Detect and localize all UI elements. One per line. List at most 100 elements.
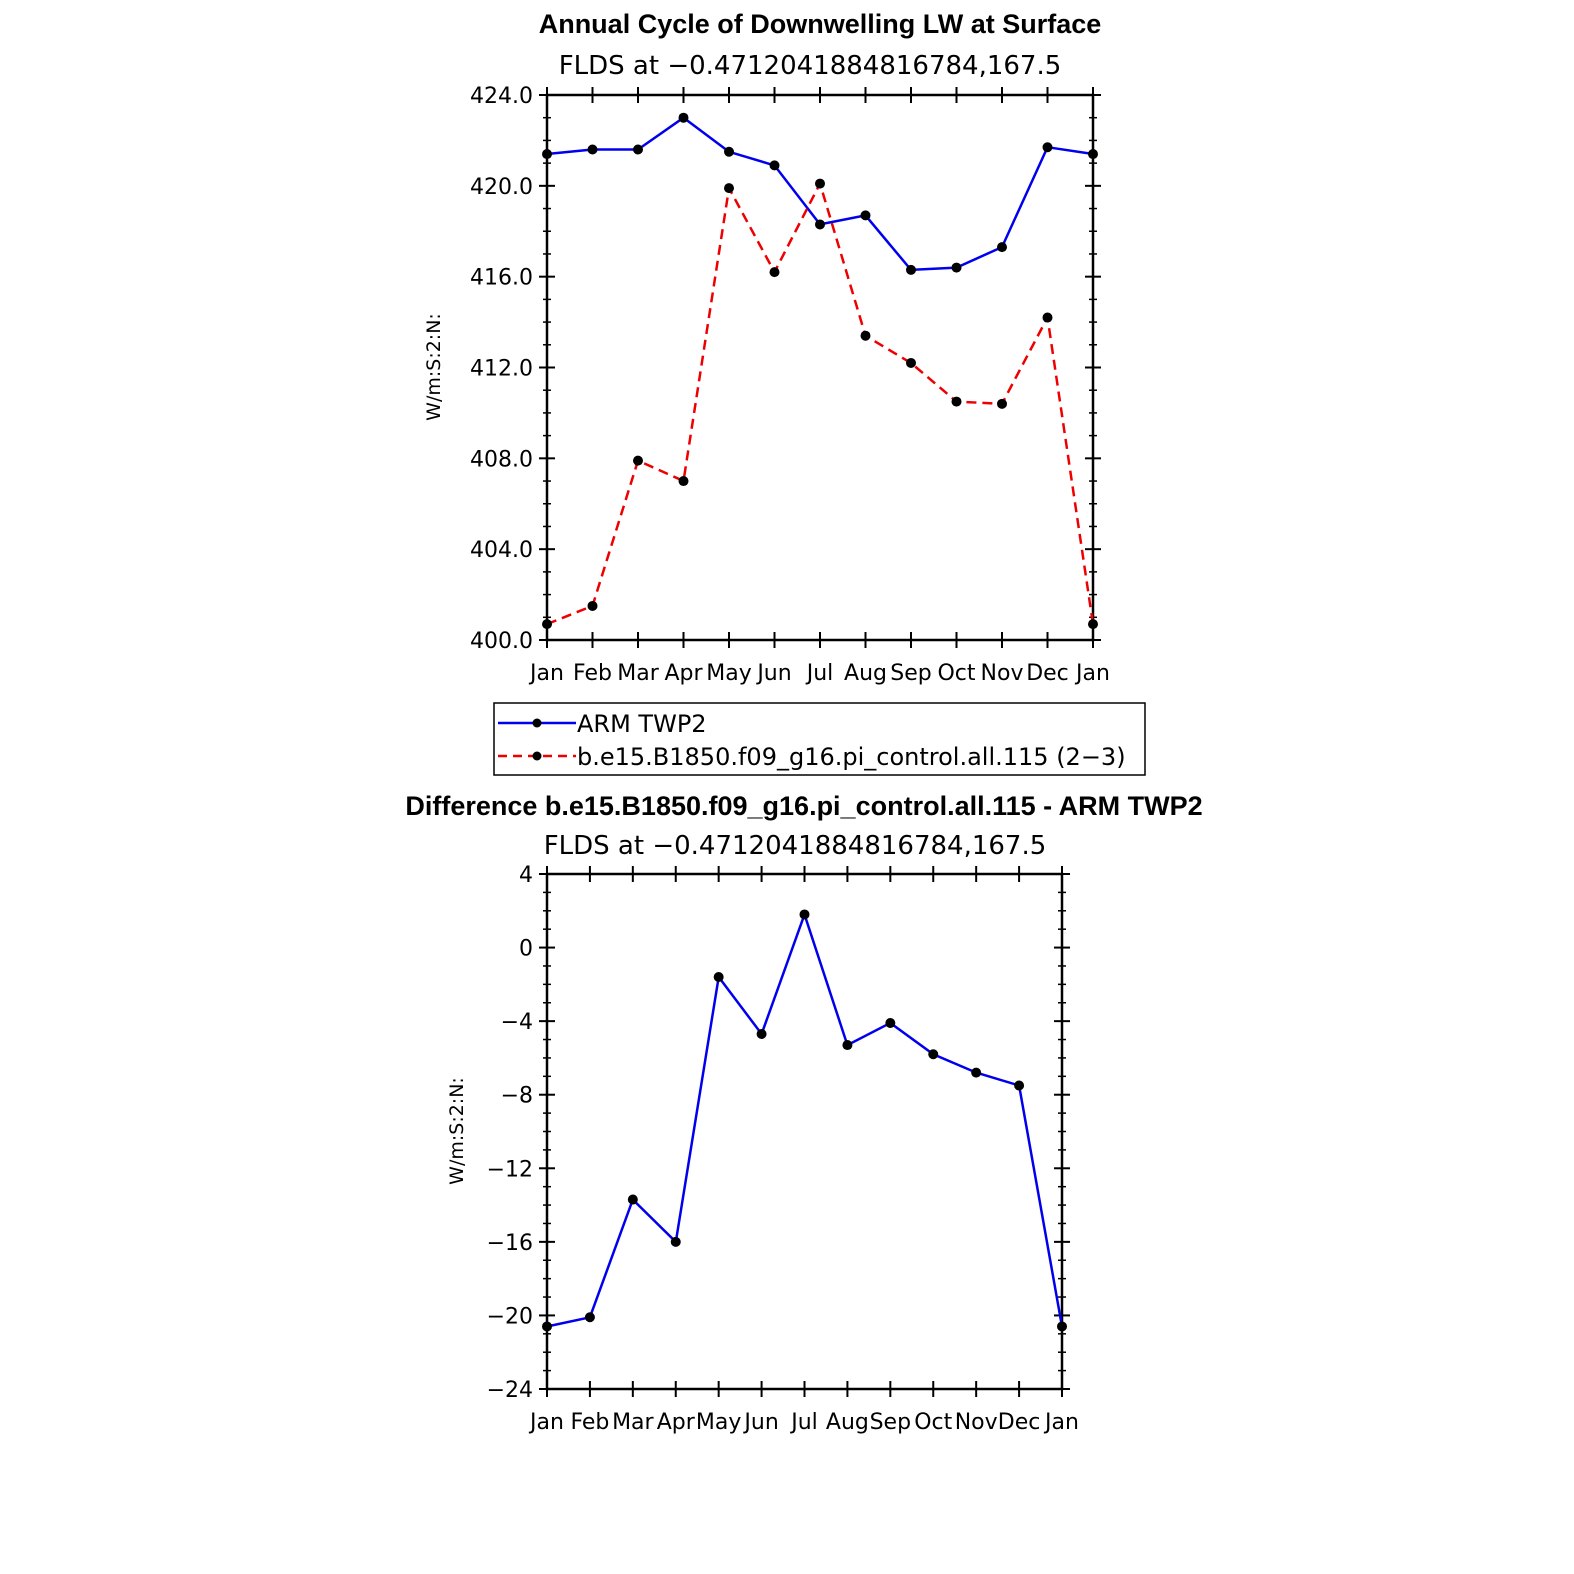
x-tick-label: Apr (664, 661, 703, 686)
x-tick-label: Nov (955, 1410, 998, 1435)
x-tick-label: Jan (1074, 661, 1110, 686)
data-point-0 (756, 1029, 767, 1040)
x-tick-label: Aug (844, 661, 887, 686)
y-tick-label: 416.0 (470, 266, 533, 291)
legend-marker-obs (532, 718, 542, 728)
data-point-0 (971, 1067, 982, 1078)
data-point-0 (1014, 1080, 1025, 1091)
data-point-0 (1057, 1321, 1067, 1332)
x-tick-label: Dec (1026, 661, 1069, 686)
x-tick-label: Nov (981, 661, 1024, 686)
x-tick-label: May (706, 661, 751, 686)
data-point-0 (724, 146, 734, 157)
data-point-0 (1042, 142, 1053, 153)
data-point-0 (542, 149, 552, 160)
y-tick-label: 404.0 (470, 538, 533, 563)
y-tick-label: −8 (501, 1084, 533, 1109)
data-point-1 (997, 398, 1007, 409)
y-tick-label: 420.0 (470, 175, 533, 200)
y-tick-label: 424.0 (470, 84, 533, 109)
legend-label-obs: ARM TWP2 (577, 710, 707, 738)
legend-box (493, 702, 1146, 776)
data-point-1 (724, 183, 734, 194)
data-point-0 (713, 972, 724, 982)
x-tick-label: Oct (914, 1410, 952, 1435)
x-tick-label: Oct (937, 661, 975, 686)
legend-entry-obs: ARM TWP2 (498, 710, 707, 738)
y-tick-label: 412.0 (470, 357, 533, 382)
y-tick-label: 408.0 (470, 447, 533, 472)
data-point-0 (584, 1312, 595, 1323)
legend-label-model: b.e15.B1850.f09_g16.pi_control.all.115 (… (577, 743, 1126, 771)
chart-title: Difference b.e15.B1850.f09_g16.pi_contro… (405, 791, 1202, 821)
data-point-0 (951, 262, 962, 273)
y-tick-label: 0 (519, 937, 533, 962)
x-tick-label: Jan (1043, 1410, 1079, 1435)
data-point-0 (799, 909, 810, 920)
data-point-0 (928, 1049, 939, 1060)
y-axis-label: W/m:S:2:N: (423, 313, 445, 421)
y-axis-label: W/m:S:2:N: (446, 1077, 468, 1185)
plot-frame (545, 872, 1064, 1391)
data-point-0 (587, 144, 598, 155)
x-tick-label: Jul (789, 1410, 818, 1435)
data-point-0 (842, 1040, 853, 1051)
plot-frame (545, 93, 1095, 642)
y-tick-label: −24 (487, 1378, 533, 1403)
data-point-1 (1088, 619, 1098, 630)
x-tick-label: Jun (755, 661, 791, 686)
data-point-1 (769, 267, 780, 278)
x-tick-label: Dec (998, 1410, 1041, 1435)
data-point-1 (860, 330, 871, 341)
y-tick-label: −20 (487, 1304, 533, 1329)
y-tick-label: −12 (487, 1157, 533, 1182)
data-point-0 (627, 1194, 638, 1205)
y-tick-label: −16 (487, 1231, 533, 1256)
data-point-1 (906, 357, 916, 368)
data-point-0 (906, 264, 916, 275)
data-point-0 (633, 144, 643, 155)
y-tick-label: 400.0 (470, 629, 533, 654)
legend: ARM TWP2 b.e15.B1850.f09_g16.pi_control.… (493, 702, 1146, 776)
annual-cycle-chart: Annual Cycle of Downwelling LW at Surfac… (423, 9, 1110, 686)
x-tick-label: Apr (657, 1410, 696, 1435)
y-tick-label: −4 (501, 1010, 533, 1035)
legend-entry-model: b.e15.B1850.f09_g16.pi_control.all.115 (… (498, 743, 1126, 771)
x-tick-label: Jan (528, 1410, 564, 1435)
data-point-1 (678, 476, 689, 487)
data-point-1 (587, 600, 598, 611)
legend-marker-model (532, 751, 542, 761)
x-tick-label: Aug (826, 1410, 869, 1435)
data-point-0 (815, 219, 825, 230)
data-point-0 (1088, 149, 1098, 160)
x-tick-label: Mar (612, 1410, 654, 1435)
data-point-0 (542, 1321, 552, 1332)
difference-chart: Difference b.e15.B1850.f09_g16.pi_contro… (405, 791, 1202, 1435)
data-point-1 (542, 619, 552, 630)
chart-subtitle: FLDS at −0.4712041884816784,167.5 (559, 51, 1062, 81)
plot-area: 400.0 404.0 408.0 412.0 416.0 420.0 424.0 Jan Fe… (470, 84, 1110, 686)
data-point-1 (951, 396, 962, 407)
x-tick-label: Sep (890, 661, 931, 686)
x-tick-label: Sep (870, 1410, 911, 1435)
chart-subtitle: FLDS at −0.4712041884816784,167.5 (544, 831, 1047, 861)
series-line-0 (546, 116, 1094, 272)
data-point-0 (678, 112, 689, 123)
data-point-0 (670, 1236, 681, 1247)
data-point-0 (997, 242, 1007, 253)
x-tick-label: Mar (617, 661, 659, 686)
x-tick-label: Jan (528, 661, 564, 686)
data-point-1 (633, 455, 643, 466)
data-point-1 (815, 178, 825, 189)
data-point-0 (769, 160, 780, 171)
series-line-1 (546, 180, 1095, 626)
data-point-1 (1042, 312, 1053, 323)
x-tick-label: Feb (573, 661, 612, 686)
x-tick-label: Jul (805, 661, 834, 686)
data-point-0 (860, 210, 871, 221)
data-point-0 (885, 1017, 896, 1028)
x-tick-label: May (696, 1410, 741, 1435)
series-line-0 (546, 910, 1064, 1328)
